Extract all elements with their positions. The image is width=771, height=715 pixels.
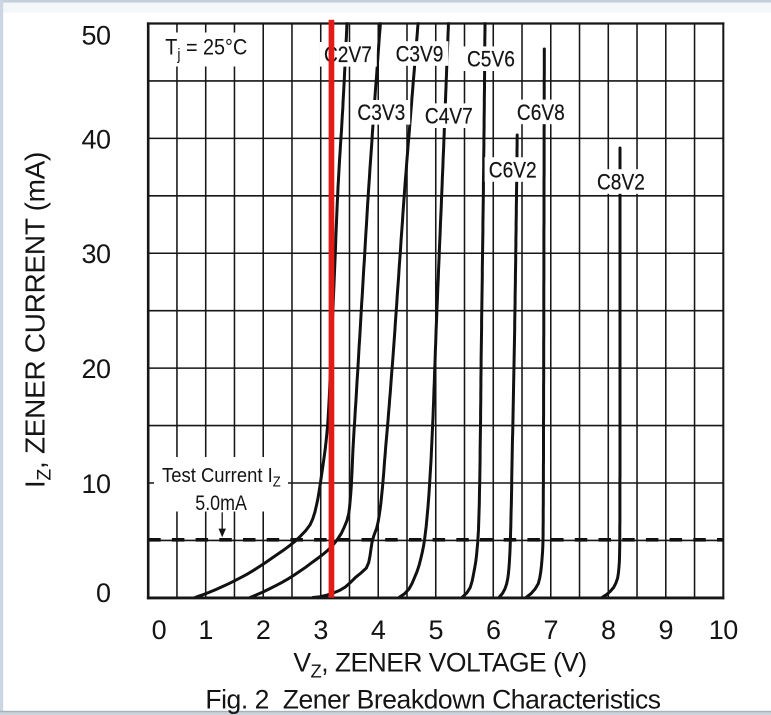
svg-text:VZ, ZENER VOLTAGE (V): VZ, ZENER VOLTAGE (V) <box>293 647 586 681</box>
svg-text:8: 8 <box>601 615 616 645</box>
svg-text:10: 10 <box>81 469 110 499</box>
svg-text:3: 3 <box>313 615 328 645</box>
svg-text:4: 4 <box>371 615 386 645</box>
svg-text:C3V3: C3V3 <box>357 101 405 126</box>
svg-text:IZ, ZENER CURRENT (mA): IZ, ZENER CURRENT (mA) <box>20 152 56 488</box>
svg-text:0: 0 <box>96 578 111 608</box>
svg-text:C6V8: C6V8 <box>517 100 565 125</box>
svg-text:2: 2 <box>256 615 271 645</box>
svg-text:0: 0 <box>152 615 167 645</box>
svg-text:20: 20 <box>81 354 110 384</box>
svg-text:C5V6: C5V6 <box>467 47 515 72</box>
svg-text:Fig. 2 Zener Breakdown Charac: Fig. 2 Zener Breakdown Characteristics <box>205 684 660 714</box>
svg-text:1: 1 <box>198 615 213 645</box>
svg-text:10: 10 <box>709 615 738 645</box>
svg-text:30: 30 <box>81 239 110 269</box>
svg-text:C4V7: C4V7 <box>425 104 473 129</box>
svg-text:5.0mA: 5.0mA <box>195 492 247 516</box>
svg-text:C8V2: C8V2 <box>597 170 645 195</box>
svg-text:5: 5 <box>429 615 444 645</box>
svg-text:7: 7 <box>544 615 559 645</box>
svg-text:C3V9: C3V9 <box>396 42 444 67</box>
svg-text:Test Current IZ: Test Current IZ <box>162 464 281 489</box>
svg-text:40: 40 <box>81 124 110 154</box>
svg-text:6: 6 <box>486 615 501 645</box>
svg-text:50: 50 <box>81 21 110 51</box>
svg-text:C6V2: C6V2 <box>489 158 537 183</box>
svg-text:9: 9 <box>659 615 674 645</box>
